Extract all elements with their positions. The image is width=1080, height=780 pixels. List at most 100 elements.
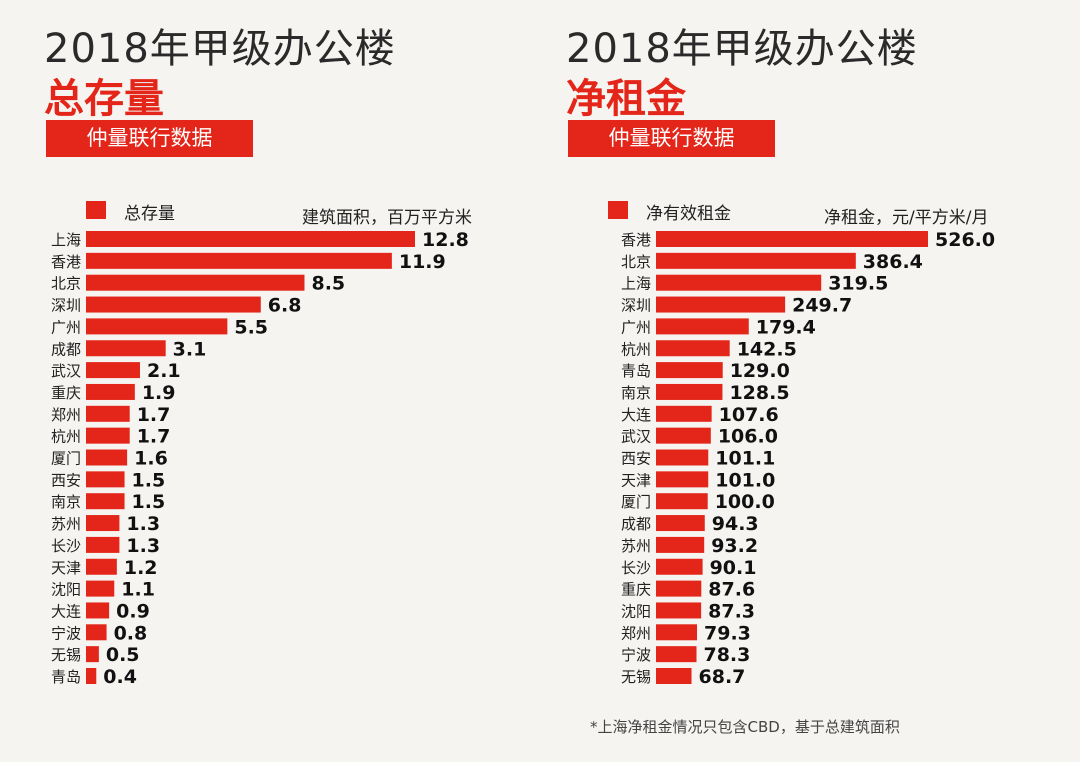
rent-category-label: 大连 — [621, 406, 651, 424]
stock-category-label: 广州 — [51, 318, 81, 336]
rent-bar — [656, 427, 711, 444]
stock-bar — [86, 383, 135, 400]
stock-category-label: 北京 — [51, 275, 81, 293]
rent-value-label: 319.5 — [828, 273, 888, 295]
rent-bar — [656, 252, 856, 269]
rent-bar-chart: 香港 526.0 北京 386.4 上海 319.5 深圳 249.7 广州 179.4 杭州 142… — [621, 229, 995, 688]
rent-value-label: 94.3 — [712, 513, 759, 535]
rent-bar — [656, 383, 723, 400]
stock-bar — [86, 646, 99, 663]
stock-bar — [86, 362, 140, 379]
stock-value-label: 1.6 — [134, 448, 168, 470]
stock-bar — [86, 274, 305, 291]
rent-bar — [656, 296, 786, 313]
rent-value-label: 386.4 — [863, 251, 923, 273]
rent-bar — [656, 231, 928, 247]
stock-category-label: 重庆 — [51, 384, 81, 402]
stock-bar — [86, 405, 130, 422]
rent-value-label: 101.0 — [715, 469, 775, 491]
stock-value-label: 1.3 — [126, 535, 160, 557]
rent-category-label: 深圳 — [621, 297, 651, 315]
stock-category-label: 杭州 — [51, 428, 81, 446]
rent-category-label: 广州 — [621, 318, 651, 336]
rent-category-label: 宁波 — [621, 646, 651, 664]
rent-bar — [656, 405, 712, 422]
stock-value-label: 1.2 — [124, 557, 158, 579]
stock-bar — [86, 602, 110, 619]
stock-legend-label: 总存量 — [124, 204, 175, 224]
stock-bar — [86, 231, 415, 247]
stock-category-label: 成都 — [51, 340, 81, 358]
rent-unit-label: 净租金，元/平方米/月 — [824, 208, 989, 228]
rent-bar — [656, 493, 708, 510]
stock-category-label: 西安 — [51, 471, 81, 489]
stock-legend-swatch — [86, 201, 106, 219]
rent-value-label: 107.6 — [719, 404, 779, 426]
rent-category-label: 无锡 — [621, 668, 651, 686]
stock-value-label: 11.9 — [399, 251, 446, 273]
rent-bar — [656, 449, 709, 466]
stock-source-badge: 仲量联行数据 — [46, 120, 253, 157]
rent-category-label: 沈阳 — [621, 602, 651, 620]
rent-value-label: 87.6 — [708, 579, 755, 601]
rent-bar — [656, 646, 697, 663]
stock-value-label: 0.4 — [103, 666, 137, 688]
rent-category-label: 南京 — [621, 384, 651, 402]
stock-value-label: 1.9 — [142, 382, 176, 404]
rent-category-label: 杭州 — [621, 340, 651, 358]
stock-category-label: 苏州 — [51, 515, 81, 533]
rent-value-label: 78.3 — [703, 644, 750, 666]
stock-bar — [86, 558, 117, 575]
stock-category-label: 沈阳 — [51, 581, 81, 599]
rent-panel: 2018年甲级办公楼 净租金 仲量联行数据 净有效租金 净租金，元/平方米/月 … — [522, 0, 1062, 780]
rent-value-label: 128.5 — [729, 382, 789, 404]
rent-bar — [656, 340, 730, 357]
stock-bar-chart: 上海 12.8 香港 11.9 北京 8.5 深圳 6.8 广州 5.5 成都 3.1 武汉 2.1 重庆 1… — [51, 229, 469, 688]
stock-category-label: 宁波 — [51, 624, 81, 642]
rent-category-label: 天津 — [621, 471, 651, 489]
rent-category-label: 西安 — [621, 450, 651, 468]
stock-chart-title: 2018年甲级办公楼 — [44, 26, 396, 72]
rent-value-label: 101.1 — [715, 448, 775, 470]
rent-chart-subtitle: 净租金 — [566, 76, 686, 122]
rent-category-label: 郑州 — [621, 624, 651, 642]
rent-category-label: 青岛 — [621, 362, 651, 380]
rent-value-label: 90.1 — [710, 557, 757, 579]
rent-bar — [656, 602, 702, 619]
stock-bar — [86, 449, 128, 466]
rent-bar — [656, 274, 822, 291]
stock-bar — [86, 580, 115, 597]
rent-value-label: 68.7 — [699, 666, 746, 688]
stock-category-label: 大连 — [51, 602, 81, 620]
stock-value-label: 2.1 — [147, 360, 181, 382]
stock-category-label: 长沙 — [51, 537, 81, 555]
rent-category-label: 香港 — [621, 231, 651, 249]
rent-value-label: 142.5 — [737, 338, 797, 360]
stock-bar — [86, 668, 97, 684]
rent-category-label: 重庆 — [621, 581, 651, 599]
stock-value-label: 1.1 — [121, 579, 155, 601]
rent-value-label: 179.4 — [756, 316, 816, 338]
rent-source-badge: 仲量联行数据 — [568, 120, 775, 157]
rent-bar — [656, 624, 698, 641]
stock-category-label: 郑州 — [51, 406, 81, 424]
stock-bar — [86, 471, 125, 488]
rent-value-label: 106.0 — [718, 426, 778, 448]
stock-value-label: 12.8 — [422, 229, 469, 251]
stock-category-label: 厦门 — [51, 450, 81, 468]
stock-chart-subtitle: 总存量 — [44, 76, 164, 122]
stock-value-label: 6.8 — [268, 295, 302, 317]
rent-category-label: 苏州 — [621, 537, 651, 555]
rent-bar — [656, 668, 692, 684]
stock-unit-label: 建筑面积，百万平方米 — [302, 208, 472, 228]
stock-value-label: 8.5 — [311, 273, 345, 295]
stock-bar — [86, 318, 228, 335]
rent-bar — [656, 515, 705, 532]
rent-bar — [656, 580, 702, 597]
stock-value-label: 1.5 — [132, 491, 166, 513]
rent-category-label: 成都 — [621, 515, 651, 533]
rent-value-label: 87.3 — [708, 600, 755, 622]
stock-value-label: 0.8 — [114, 622, 148, 644]
stock-value-label: 1.3 — [126, 513, 160, 535]
stock-category-label: 无锡 — [51, 646, 81, 664]
